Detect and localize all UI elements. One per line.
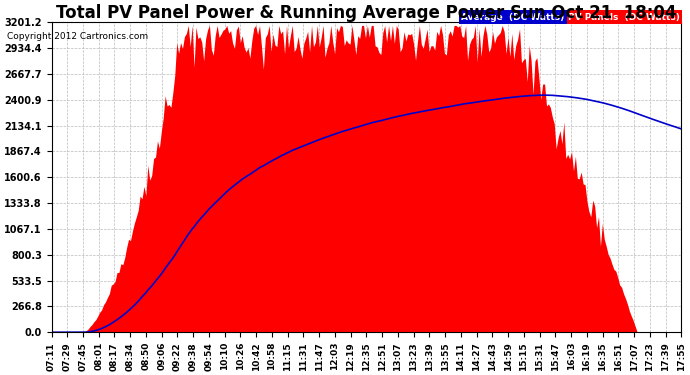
Text: Copyright 2012 Cartronics.com: Copyright 2012 Cartronics.com [7, 32, 148, 41]
Title: Total PV Panel Power & Running Average Power Sun Oct 21  18:04: Total PV Panel Power & Running Average P… [56, 4, 677, 22]
Text: Average  (DC Watts): Average (DC Watts) [461, 13, 564, 22]
Text: PV Panels  (DC Watts): PV Panels (DC Watts) [568, 13, 680, 22]
